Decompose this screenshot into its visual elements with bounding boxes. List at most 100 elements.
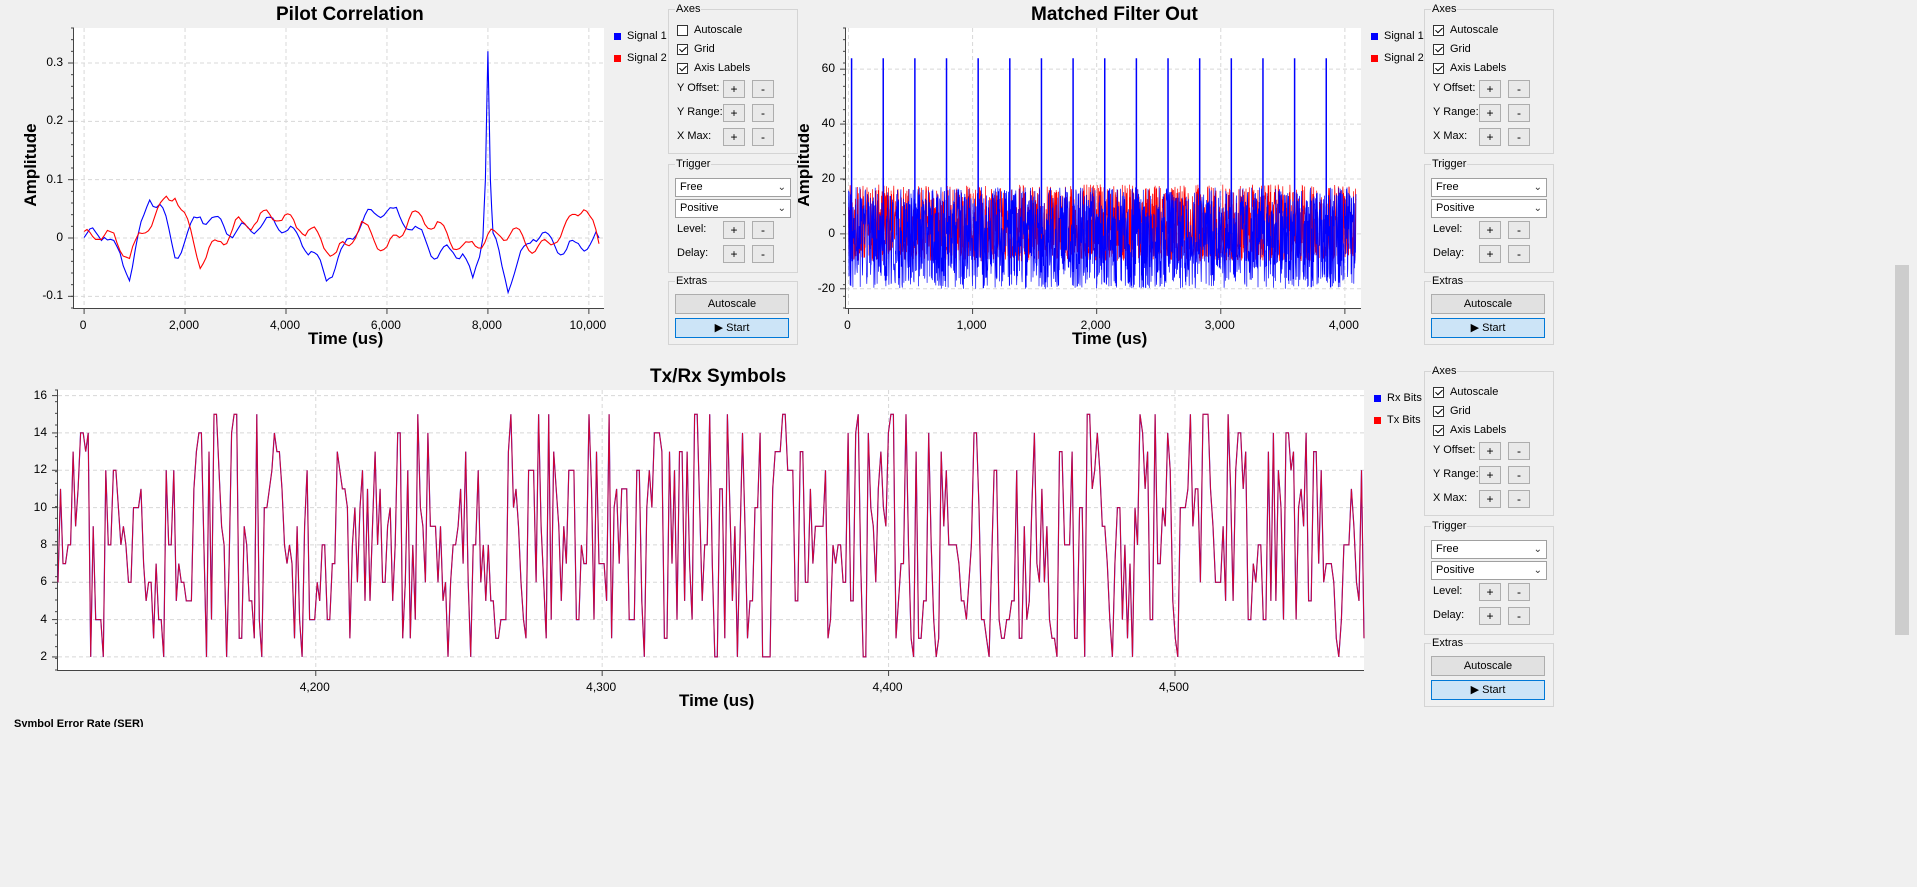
autoscale-button[interactable]: Autoscale — [1431, 656, 1545, 676]
y-tick-label: 60 — [821, 61, 835, 76]
y-offset-label: Y Offset: — [1433, 444, 1476, 456]
autoscale-button[interactable]: Autoscale — [675, 294, 789, 314]
trigger-group: Trigger Free ⌄ Positive ⌄ Level: + - Delay… — [1424, 520, 1554, 635]
x-tick-label: 0 — [844, 318, 851, 332]
delay-plus-button[interactable]: + — [1479, 245, 1501, 263]
grid-checkbox-row[interactable]: Grid — [1433, 43, 1471, 55]
legend-item-tx-bits[interactable]: Tx Bits — [1374, 414, 1421, 426]
level-plus-button[interactable]: + — [723, 221, 745, 239]
x-axis-title-matched: Time (us) — [1072, 329, 1148, 348]
level-plus-button[interactable]: + — [1479, 583, 1501, 601]
axis-labels-checkbox[interactable] — [677, 62, 688, 74]
play-icon: ▶ — [1470, 322, 1480, 334]
y-range-minus-button[interactable]: - — [752, 104, 774, 122]
autoscale-checkbox[interactable] — [677, 24, 688, 36]
x-max-plus-button[interactable]: + — [1479, 128, 1501, 146]
x-max-plus-button[interactable]: + — [723, 128, 745, 146]
trigger-mode-select[interactable]: Free ⌄ — [1431, 540, 1547, 559]
x-axis-title-pilot: Time (us) — [308, 329, 384, 348]
y-range-minus-button[interactable]: - — [1508, 104, 1530, 122]
trigger-slope-select[interactable]: Positive ⌄ — [675, 199, 791, 218]
chevron-down-icon: ⌄ — [777, 203, 786, 214]
vertical-scrollbar[interactable] — [1891, 0, 1917, 887]
delay-minus-button[interactable]: - — [1508, 245, 1530, 263]
delay-plus-button[interactable]: + — [723, 245, 745, 263]
axes-group: Axes Autoscale Grid Axis Labels Y Offset… — [1424, 3, 1554, 154]
trigger-mode-select[interactable]: Free ⌄ — [1431, 178, 1547, 197]
x-max-label: X Max: — [677, 130, 712, 142]
autoscale-checkbox[interactable] — [1433, 386, 1444, 398]
txrx-symbols-svg — [52, 389, 1365, 676]
level-minus-button[interactable]: - — [1508, 221, 1530, 239]
y-range-plus-button[interactable]: + — [1479, 466, 1501, 484]
y-offset-plus-button[interactable]: + — [1479, 442, 1501, 460]
grid-checkbox[interactable] — [1433, 405, 1444, 417]
start-button-label: Start — [1482, 322, 1506, 334]
trigger-slope-select[interactable]: Positive ⌄ — [1431, 561, 1547, 580]
y-offset-plus-button[interactable]: + — [1479, 80, 1501, 98]
start-button[interactable]: ▶ Start — [1431, 680, 1545, 700]
start-button-label: Start — [1482, 684, 1506, 696]
delay-label: Delay: — [1433, 247, 1465, 259]
start-button[interactable]: ▶ Start — [675, 318, 789, 338]
y-offset-minus-button[interactable]: - — [1508, 80, 1530, 98]
legend-item-signal-1[interactable]: Signal 1 — [1371, 30, 1424, 42]
autoscale-button[interactable]: Autoscale — [1431, 294, 1545, 314]
axes-group-title: Axes — [1431, 365, 1458, 377]
axis-labels-checkbox[interactable] — [1433, 62, 1444, 74]
play-icon: ▶ — [714, 322, 724, 334]
chevron-down-icon: ⌄ — [1533, 203, 1542, 214]
grid-checkbox-row[interactable]: Grid — [677, 43, 715, 55]
autoscale-checkbox-row[interactable]: Autoscale — [677, 24, 742, 36]
y-range-plus-button[interactable]: + — [1479, 104, 1501, 122]
x-max-plus-button[interactable]: + — [1479, 490, 1501, 508]
y-range-plus-button[interactable]: + — [723, 104, 745, 122]
grid-checkbox-row[interactable]: Grid — [1433, 405, 1471, 417]
x-max-minus-button[interactable]: - — [752, 128, 774, 146]
delay-minus-button[interactable]: - — [752, 245, 774, 263]
legend-item-signal-1[interactable]: Signal 1 — [614, 30, 667, 42]
y-tick-label: 0 — [828, 225, 835, 240]
trigger-mode-select[interactable]: Free ⌄ — [675, 178, 791, 197]
axis-labels-label: Axis Labels — [1450, 424, 1507, 436]
plot-area-txrx-symbols[interactable] — [52, 389, 1365, 676]
plot-area-matched-filter[interactable] — [840, 27, 1361, 314]
y-range-minus-button[interactable]: - — [1508, 466, 1530, 484]
x-tick-label: 4,000 — [269, 318, 301, 332]
autoscale-checkbox[interactable] — [1433, 24, 1444, 36]
level-minus-button[interactable]: - — [1508, 583, 1530, 601]
legend-item-signal-2[interactable]: Signal 2 — [1371, 52, 1424, 64]
autoscale-checkbox-row[interactable]: Autoscale — [1433, 386, 1498, 398]
x-tick-label: 4,200 — [299, 680, 330, 694]
axis-labels-checkbox-row[interactable]: Axis Labels — [677, 62, 750, 74]
delay-minus-button[interactable]: - — [1508, 607, 1530, 625]
y-offset-minus-button[interactable]: - — [1508, 442, 1530, 460]
y-offset-minus-button[interactable]: - — [752, 80, 774, 98]
legend-label: Signal 2 — [1384, 52, 1424, 64]
autoscale-checkbox-row[interactable]: Autoscale — [1433, 24, 1498, 36]
x-tick-label: 6,000 — [370, 318, 401, 332]
plot-area-pilot-correlation[interactable] — [68, 27, 604, 314]
legend-label: Signal 1 — [627, 30, 667, 42]
level-plus-button[interactable]: + — [1479, 221, 1501, 239]
axis-labels-checkbox[interactable] — [1433, 424, 1444, 436]
legend-item-signal-2[interactable]: Signal 2 — [614, 52, 667, 64]
scrollbar-thumb[interactable] — [1895, 265, 1909, 635]
x-max-minus-button[interactable]: - — [1508, 128, 1530, 146]
y-offset-plus-button[interactable]: + — [723, 80, 745, 98]
delay-plus-button[interactable]: + — [1479, 607, 1501, 625]
grid-checkbox[interactable] — [1433, 43, 1444, 55]
y-tick-label: 0.3 — [46, 55, 63, 69]
y-tick-label: 0 — [56, 230, 63, 244]
grid-checkbox[interactable] — [677, 43, 688, 55]
start-button[interactable]: ▶ Start — [1431, 318, 1545, 338]
trigger-slope-select[interactable]: Positive ⌄ — [1431, 199, 1547, 218]
matched-filter-svg — [840, 27, 1361, 314]
level-minus-button[interactable]: - — [752, 221, 774, 239]
axis-labels-checkbox-row[interactable]: Axis Labels — [1433, 424, 1506, 436]
axis-labels-checkbox-row[interactable]: Axis Labels — [1433, 62, 1506, 74]
x-tick-label: 10,000 — [569, 318, 607, 332]
series-line-signal-2 — [83, 195, 600, 270]
legend-item-rx-bits[interactable]: Rx Bits — [1374, 392, 1422, 404]
x-max-minus-button[interactable]: - — [1508, 490, 1530, 508]
